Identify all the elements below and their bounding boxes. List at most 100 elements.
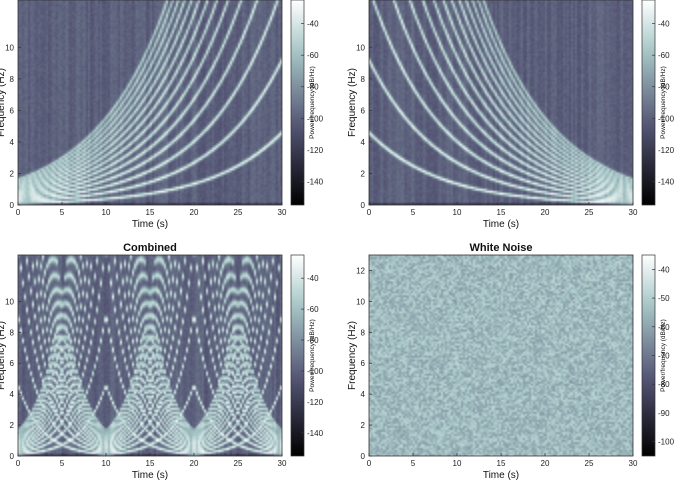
- panel-1: 0 5 10 15 20 25 30 0 2 4 6 8 10 Time (s) Frequency (Hz…: [0, 0, 324, 230]
- y-tick-label: 2: [10, 421, 15, 430]
- y-tick-label: 4: [361, 390, 366, 399]
- y-axis-label: Frequency (Hz): [0, 321, 7, 390]
- x-tick-label: 20: [190, 208, 199, 217]
- colorbar-tick-label: -60: [658, 323, 670, 332]
- x-tick-label: 20: [541, 459, 550, 468]
- spectrogram-image: [18, 255, 282, 456]
- panel-4: 0 5 10 15 20 25 30 0 2 4 6 8 10 12 Time (s) Frequency (…: [347, 242, 675, 481]
- x-tick-label: 25: [234, 208, 243, 217]
- x-tick-label: 10: [102, 459, 111, 468]
- x-tick-label: 30: [278, 459, 287, 468]
- x-tick-label: 25: [585, 208, 594, 217]
- colorbar-tick-label: -40: [307, 274, 319, 283]
- y-tick-label: 10: [356, 43, 365, 52]
- colorbar-label: Power/frequency (dB/Hz): [309, 66, 316, 139]
- colorbar-tick-label: -120: [307, 398, 324, 407]
- y-tick-label: 2: [361, 169, 366, 178]
- x-tick-label: 0: [16, 459, 21, 468]
- x-axis-label: Time (s): [132, 219, 168, 230]
- y-tick-label: 0: [10, 452, 15, 461]
- x-tick-label: 5: [411, 208, 416, 217]
- colorbar-tick-label: -80: [658, 380, 670, 389]
- y-tick-label: 12: [356, 266, 365, 275]
- panel-title: Combined: [123, 242, 177, 254]
- colorbar-tick-label: -100: [658, 438, 675, 447]
- y-tick-label: 8: [10, 75, 15, 84]
- x-tick-label: 5: [411, 459, 416, 468]
- spectrogram-image: [369, 255, 633, 456]
- colorbar-tick-label: -100: [307, 367, 324, 376]
- colorbar-tick-label: -100: [307, 114, 324, 123]
- x-axis-label: Time (s): [483, 470, 519, 481]
- colorbar-tick-label: -40: [658, 20, 670, 29]
- y-tick-label: 4: [361, 138, 366, 147]
- colorbar-tick-label: -90: [658, 409, 670, 418]
- colorbar-tick-label: -80: [307, 336, 319, 345]
- x-tick-label: 15: [146, 459, 155, 468]
- x-tick-label: 10: [102, 208, 111, 217]
- y-tick-label: 8: [361, 328, 366, 337]
- panel-title: White Noise: [470, 242, 533, 254]
- colorbar-tick-label: -40: [658, 265, 670, 274]
- x-tick-label: 5: [60, 459, 65, 468]
- colorbar-label: Power/frequency (dB/Hz): [309, 319, 316, 392]
- y-tick-label: 6: [361, 106, 366, 115]
- y-tick-label: 6: [10, 359, 15, 368]
- y-tick-label: 2: [10, 169, 15, 178]
- y-tick-label: 4: [10, 390, 15, 399]
- panel-2: 0 5 10 15 20 25 30 0 2 4 6 8 10 Time (s) Frequency (Hz…: [347, 0, 675, 230]
- x-axis-label: Time (s): [483, 219, 519, 230]
- y-axis-label: Frequency (Hz): [347, 68, 358, 137]
- x-tick-label: 10: [453, 459, 462, 468]
- x-tick-label: 20: [541, 208, 550, 217]
- colorbar: [290, 254, 305, 457]
- y-tick-label: 2: [361, 421, 366, 430]
- colorbar-tick-label: -60: [307, 51, 319, 60]
- x-tick-label: 30: [278, 208, 287, 217]
- colorbar-tick-label: -140: [307, 177, 324, 186]
- colorbar-tick-label: -40: [307, 20, 319, 29]
- colorbar-tick-label: -140: [658, 177, 675, 186]
- y-tick-label: 0: [361, 201, 366, 210]
- spectrogram-image: [18, 0, 282, 205]
- x-tick-label: 15: [497, 459, 506, 468]
- colorbar-tick-label: -140: [307, 429, 324, 438]
- x-tick-label: 0: [16, 208, 21, 217]
- x-tick-label: 20: [190, 459, 199, 468]
- x-tick-label: 5: [60, 208, 65, 217]
- y-tick-label: 0: [361, 452, 366, 461]
- y-axis-label: Frequency (Hz): [0, 68, 7, 137]
- colorbar: [290, 0, 305, 206]
- y-tick-label: 10: [5, 43, 14, 52]
- y-tick-label: 8: [10, 328, 15, 337]
- x-tick-label: 30: [629, 459, 638, 468]
- x-tick-label: 15: [146, 208, 155, 217]
- y-tick-label: 6: [10, 106, 15, 115]
- colorbar-tick-label: -60: [307, 305, 319, 314]
- y-tick-label: 10: [356, 297, 365, 306]
- x-tick-label: 0: [367, 208, 372, 217]
- x-tick-label: 15: [497, 208, 506, 217]
- x-tick-label: 25: [585, 459, 594, 468]
- colorbar-tick-label: -100: [658, 114, 675, 123]
- y-tick-label: 6: [361, 359, 366, 368]
- x-tick-label: 30: [629, 208, 638, 217]
- panel-3: 0 5 10 15 20 25 30 0 2 4 6 8 10 Time (s) Frequency (Hz…: [0, 242, 324, 481]
- colorbar-tick-label: -80: [658, 83, 670, 92]
- colorbar-tick-label: -120: [307, 146, 324, 155]
- colorbar-label: Power/frequency (dB/Hz): [660, 66, 667, 139]
- y-tick-label: 8: [361, 75, 366, 84]
- colorbar-tick-label: -120: [658, 146, 675, 155]
- x-tick-label: 0: [367, 459, 372, 468]
- y-tick-label: 10: [5, 297, 14, 306]
- colorbar-tick-label: -60: [658, 51, 670, 60]
- x-axis-label: Time (s): [132, 470, 168, 481]
- y-axis-label: Frequency (Hz): [347, 321, 358, 390]
- colorbar: [641, 0, 656, 206]
- y-tick-label: 0: [10, 201, 15, 210]
- colorbar-tick-label: -50: [658, 294, 670, 303]
- x-tick-label: 25: [234, 459, 243, 468]
- y-tick-label: 4: [10, 138, 15, 147]
- spectrogram-image: [369, 0, 633, 205]
